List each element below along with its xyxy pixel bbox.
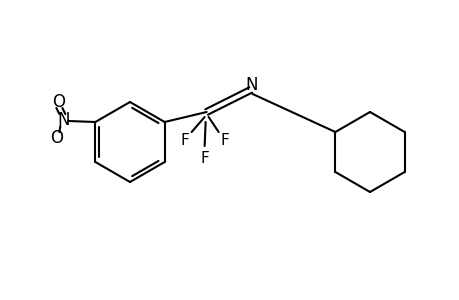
Text: F: F: [200, 151, 208, 166]
Text: N: N: [57, 111, 69, 129]
Text: F: F: [220, 133, 229, 148]
Text: O: O: [52, 93, 65, 111]
Text: O: O: [50, 129, 63, 147]
Text: N: N: [245, 76, 257, 94]
Text: F: F: [180, 133, 189, 148]
